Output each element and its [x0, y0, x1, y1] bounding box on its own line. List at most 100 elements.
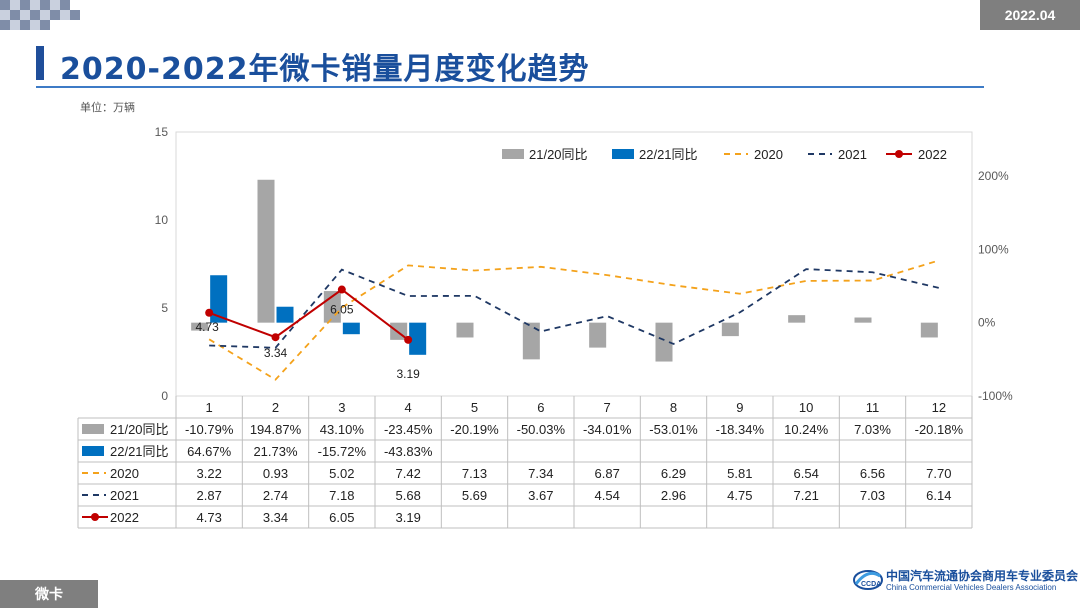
- data-label: 3.34: [264, 346, 288, 360]
- table-legend-key: [91, 513, 99, 521]
- table-cell: 5.68: [396, 488, 421, 503]
- table-cell: 7.18: [329, 488, 354, 503]
- table-cell: 5.81: [727, 466, 752, 481]
- x-tick-label: 7: [604, 400, 611, 415]
- x-tick-label: 8: [670, 400, 677, 415]
- bar: [589, 322, 607, 348]
- table-cell: -20.19%: [450, 422, 499, 437]
- series-line: [209, 268, 940, 349]
- table-cell: 4.75: [727, 488, 752, 503]
- table-cell: 7.03: [860, 488, 885, 503]
- association-name-en: China Commercial Vehicles Dealers Associ…: [886, 583, 1057, 592]
- table-cell: 7.34: [528, 466, 553, 481]
- legend-label: 2021: [838, 147, 867, 162]
- table-cell: 6.14: [926, 488, 951, 503]
- table-cell: 7.42: [396, 466, 421, 481]
- table-row-label: 2020: [110, 466, 139, 481]
- bar: [409, 322, 427, 355]
- title-underline: [36, 86, 984, 88]
- table-cell: 3.19: [396, 510, 421, 525]
- bar: [854, 317, 872, 323]
- table-cell: 5.69: [462, 488, 487, 503]
- data-label: 4.73: [195, 320, 219, 334]
- table-cell: 2.74: [263, 488, 288, 503]
- x-tick-label: 4: [405, 400, 412, 415]
- bar: [920, 322, 938, 338]
- bar: [721, 322, 739, 337]
- table-row-label: 21/20同比: [110, 422, 169, 437]
- bar: [788, 315, 806, 323]
- table-cell: 194.87%: [250, 422, 302, 437]
- bar: [257, 179, 275, 323]
- x-tick-label: 5: [471, 400, 478, 415]
- table-cell: 3.67: [528, 488, 553, 503]
- series-line: [208, 259, 940, 381]
- table-cell: 2.87: [197, 488, 222, 503]
- bar: [342, 322, 360, 335]
- table-cell: 43.10%: [320, 422, 365, 437]
- x-tick-label: 3: [338, 400, 345, 415]
- plot-area: [175, 131, 973, 397]
- table-cell: 6.56: [860, 466, 885, 481]
- table-cell: 4.73: [197, 510, 222, 525]
- table-cell: 6.05: [329, 510, 354, 525]
- table-cell: 7.21: [794, 488, 819, 503]
- data-label: 3.19: [396, 367, 420, 381]
- table-cell: 7.03%: [854, 422, 891, 437]
- data-label: 6.05: [330, 303, 354, 317]
- x-tick-label: 2: [272, 400, 279, 415]
- table-row-label: 2022: [110, 510, 139, 525]
- unit-label: 单位：万辆: [80, 101, 135, 114]
- table-cell: -10.79%: [185, 422, 234, 437]
- series-line: [208, 288, 409, 341]
- table-cell: -20.18%: [915, 422, 964, 437]
- bar: [456, 322, 474, 338]
- table-cell: 0.93: [263, 466, 288, 481]
- table-cell: 3.22: [197, 466, 222, 481]
- x-tick-label: 11: [866, 400, 880, 415]
- corner-pattern: [0, 0, 80, 30]
- bar: [276, 306, 294, 323]
- legend-swatch: [612, 149, 634, 159]
- association-logo-icon: CCDA: [853, 570, 883, 590]
- point: [337, 285, 346, 294]
- y-right-tick-label: 200%: [978, 169, 1009, 183]
- y-left-tick-label: 15: [155, 125, 169, 139]
- y-right-tick-label: 0%: [978, 316, 996, 330]
- table-cell: 6.87: [595, 466, 620, 481]
- x-tick-label: 1: [206, 400, 213, 415]
- table-legend-key: [82, 424, 104, 434]
- point: [271, 333, 280, 342]
- table-cell: 7.70: [926, 466, 951, 481]
- svg-text:CCDA: CCDA: [861, 581, 881, 588]
- bar: [191, 322, 209, 331]
- legend-label: 22/21同比: [639, 147, 698, 162]
- y-left-tick-label: 5: [161, 301, 168, 315]
- y-left-tick-label: 10: [155, 213, 169, 227]
- y-right-tick-label: -100%: [978, 389, 1013, 403]
- date-badge: 2022.04: [980, 0, 1080, 30]
- table-cell: 64.67%: [187, 444, 232, 459]
- y-left-tick-label: 0: [161, 389, 168, 403]
- x-tick-label: 6: [537, 400, 544, 415]
- table-cell: 3.34: [263, 510, 288, 525]
- footer-tag: 微卡: [0, 580, 98, 608]
- bar: [522, 322, 540, 360]
- table-cell: 6.29: [661, 466, 686, 481]
- table-cell: 21.73%: [253, 444, 298, 459]
- table-row-label: 22/21同比: [110, 444, 169, 459]
- table-cell: -50.03%: [517, 422, 566, 437]
- table-cell: -23.45%: [384, 422, 433, 437]
- x-tick-label: 10: [799, 400, 813, 415]
- table-legend-key: [82, 446, 104, 456]
- table-cell: -15.72%: [318, 444, 367, 459]
- title-accent-bar: [36, 46, 44, 80]
- table-cell: 10.24%: [784, 422, 829, 437]
- point: [404, 335, 413, 344]
- legend-swatch: [895, 150, 903, 158]
- legend-label: 2020: [754, 147, 783, 162]
- y-right-tick-label: 100%: [978, 242, 1009, 256]
- table-cell: -43.83%: [384, 444, 433, 459]
- page-title: 2020-2022年微卡销量月度变化趋势: [60, 52, 590, 87]
